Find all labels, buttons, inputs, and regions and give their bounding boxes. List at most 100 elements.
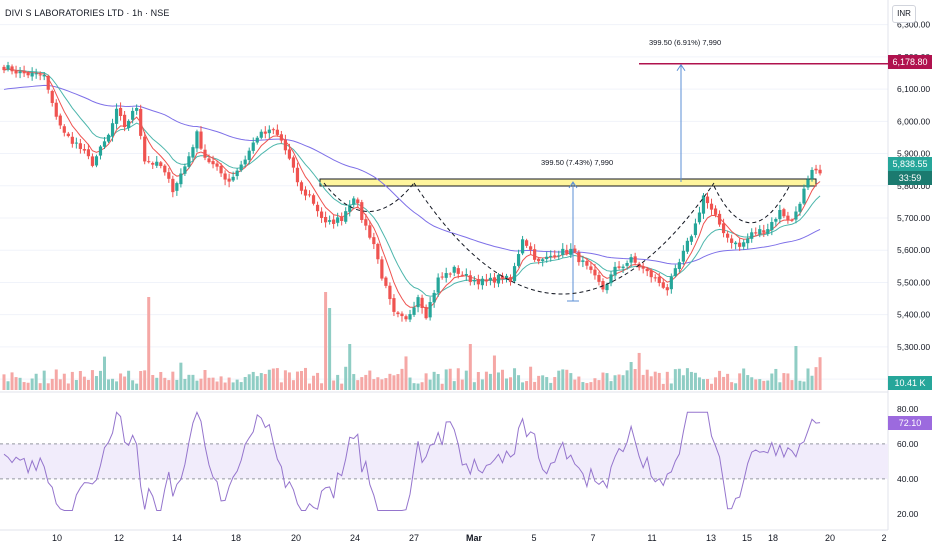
candle[interactable]	[709, 198, 714, 215]
candle[interactable]	[127, 119, 131, 131]
candle[interactable]	[78, 138, 82, 154]
candle[interactable]	[806, 175, 810, 190]
candle[interactable]	[372, 232, 376, 250]
candle[interactable]	[500, 272, 505, 284]
candle[interactable]	[404, 314, 408, 322]
candle[interactable]	[738, 238, 742, 251]
candle[interactable]	[424, 304, 428, 320]
candle[interactable]	[762, 224, 766, 238]
candle[interactable]	[291, 155, 296, 173]
candle[interactable]	[151, 161, 155, 169]
candle[interactable]	[581, 255, 585, 268]
candle[interactable]	[484, 273, 488, 286]
candle[interactable]	[750, 228, 754, 243]
candle[interactable]	[187, 152, 191, 169]
candle[interactable]	[520, 235, 525, 256]
candle[interactable]	[609, 271, 613, 287]
candle[interactable]	[400, 311, 404, 322]
candle[interactable]	[420, 294, 424, 314]
candle[interactable]	[94, 154, 99, 168]
candle[interactable]	[818, 164, 822, 176]
candle[interactable]	[392, 294, 396, 317]
candle[interactable]	[183, 163, 187, 176]
candle[interactable]	[388, 282, 392, 305]
candle[interactable]	[143, 132, 147, 165]
candle[interactable]	[529, 242, 533, 255]
candle[interactable]	[303, 186, 308, 201]
candle[interactable]	[537, 257, 541, 265]
candle[interactable]	[114, 103, 119, 129]
candle[interactable]	[689, 234, 694, 246]
candle[interactable]	[774, 217, 778, 227]
candle[interactable]	[802, 184, 806, 205]
candle[interactable]	[243, 155, 247, 167]
candle[interactable]	[54, 99, 58, 120]
candle[interactable]	[311, 193, 316, 206]
candle[interactable]	[279, 130, 283, 144]
candle[interactable]	[545, 251, 549, 263]
left-handle-arc[interactable]	[323, 182, 415, 212]
candle[interactable]	[496, 273, 501, 288]
candle[interactable]	[223, 170, 227, 186]
candle[interactable]	[22, 65, 26, 78]
candle[interactable]	[673, 264, 677, 278]
candle[interactable]	[794, 206, 798, 224]
cup-arc[interactable]	[413, 182, 715, 295]
candle[interactable]	[798, 201, 802, 216]
candle[interactable]	[38, 71, 42, 81]
candle[interactable]	[283, 134, 287, 155]
candle[interactable]	[557, 250, 561, 260]
currency-button[interactable]: INR	[892, 5, 916, 23]
candle[interactable]	[480, 275, 484, 290]
candle[interactable]	[42, 71, 46, 81]
ema-long-line[interactable]	[3, 84, 821, 265]
candle[interactable]	[553, 250, 557, 259]
candle[interactable]	[171, 175, 175, 198]
candle[interactable]	[328, 215, 332, 225]
candle[interactable]	[573, 245, 577, 254]
candle[interactable]	[319, 207, 324, 223]
candle[interactable]	[147, 156, 151, 164]
candle[interactable]	[657, 272, 661, 287]
candle[interactable]	[758, 225, 762, 238]
candle[interactable]	[705, 192, 710, 209]
candle[interactable]	[275, 124, 279, 137]
candle[interactable]	[384, 276, 388, 289]
candle[interactable]	[235, 168, 239, 180]
candle[interactable]	[577, 250, 581, 266]
candle[interactable]	[565, 244, 569, 256]
candle[interactable]	[376, 242, 380, 264]
candle[interactable]	[746, 233, 750, 249]
candle[interactable]	[589, 261, 593, 274]
candle[interactable]	[677, 258, 681, 273]
candle[interactable]	[701, 193, 706, 219]
candle[interactable]	[645, 266, 649, 277]
candle[interactable]	[18, 67, 22, 79]
candle[interactable]	[492, 272, 497, 288]
candle[interactable]	[778, 204, 782, 224]
candle[interactable]	[633, 252, 637, 266]
candle[interactable]	[263, 126, 267, 139]
candle[interactable]	[110, 118, 115, 142]
candle[interactable]	[207, 154, 211, 164]
candle[interactable]	[593, 263, 597, 280]
candle[interactable]	[255, 135, 259, 145]
candle[interactable]	[613, 261, 617, 280]
candle[interactable]	[681, 245, 685, 265]
candle[interactable]	[516, 249, 521, 268]
candle[interactable]	[191, 144, 195, 162]
candle[interactable]	[90, 153, 95, 168]
candle[interactable]	[810, 167, 814, 182]
candle[interactable]	[569, 243, 573, 258]
candle[interactable]	[239, 160, 243, 173]
candle[interactable]	[231, 171, 235, 182]
candle[interactable]	[247, 147, 251, 165]
candle[interactable]	[163, 164, 167, 176]
candle[interactable]	[512, 262, 517, 283]
candle[interactable]	[26, 70, 30, 79]
candle[interactable]	[159, 160, 163, 169]
candle[interactable]	[348, 200, 352, 217]
candle[interactable]	[541, 257, 545, 267]
candle[interactable]	[685, 237, 689, 254]
